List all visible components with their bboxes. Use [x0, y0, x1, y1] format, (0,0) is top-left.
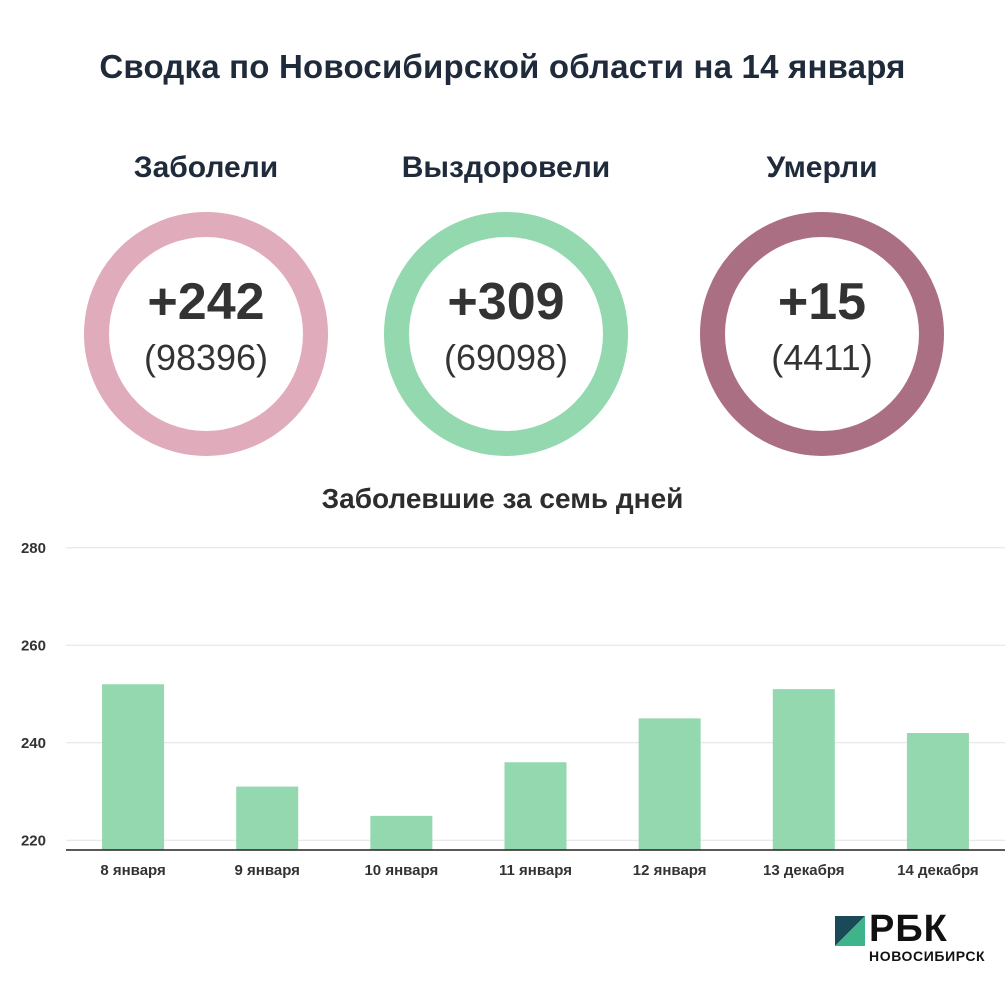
chart-title: Заболевшие за семь дней	[321, 483, 684, 514]
logo-subtitle: НОВОСИБИРСК	[869, 948, 986, 964]
ring-recovered	[384, 212, 628, 456]
bar	[772, 689, 835, 850]
stat-sick: Заболели +242 (98396)	[56, 148, 356, 456]
stat-dead: Умерли +15 (4411)	[672, 148, 972, 456]
y-tick-label: 260	[21, 637, 46, 654]
stat-delta: +242	[147, 273, 265, 331]
stat-total: (4411)	[771, 337, 873, 378]
bar	[370, 815, 433, 850]
page-title: Сводка по Новосибирской области на 14 ян…	[99, 48, 906, 85]
ring-dead	[700, 212, 944, 456]
logo-text: РБК	[869, 908, 948, 950]
bar	[638, 718, 701, 850]
bar	[236, 786, 299, 850]
stat-label: Умерли	[766, 151, 878, 184]
stat-total: (69098)	[443, 337, 569, 378]
logo-mark-icon	[835, 916, 865, 946]
rbc-logo: РБК НОВОСИБИРСК	[835, 908, 995, 974]
x-tick-label: 9 января	[235, 862, 300, 879]
stat-total: (98396)	[143, 337, 269, 378]
y-tick-label: 280	[21, 540, 46, 557]
x-tick-label: 14 декабря	[897, 862, 979, 879]
y-tick-label: 220	[21, 832, 46, 849]
stat-label: Выздоровели	[401, 151, 611, 184]
x-tick-label: 11 января	[499, 862, 572, 879]
x-tick-label: 10 января	[364, 862, 438, 879]
stat-delta: +309	[447, 273, 565, 331]
stat-recovered: Выздоровели +309 (69098)	[356, 148, 656, 456]
x-tick-label: 12 января	[633, 862, 707, 879]
ring-sick	[84, 212, 328, 456]
bar	[906, 733, 969, 850]
x-tick-label: 8 января	[100, 862, 165, 879]
stat-label: Заболели	[133, 151, 279, 184]
bar	[102, 684, 165, 850]
bar-chart: 220 240 260 280 8 января 9 января 10 января 11 …	[21, 540, 1005, 879]
x-tick-label: 13 декабря	[763, 862, 845, 879]
bar	[504, 762, 567, 850]
y-tick-label: 240	[21, 735, 46, 752]
stat-delta: +15	[777, 273, 867, 331]
